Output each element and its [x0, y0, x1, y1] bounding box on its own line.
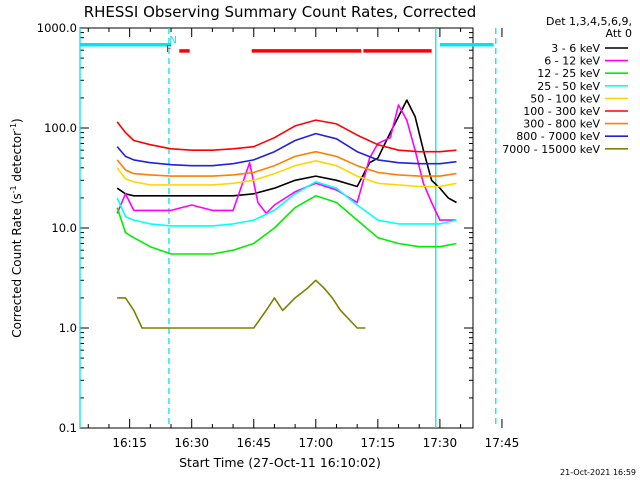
legend-label: 25 - 50 keV [537, 80, 600, 93]
y-tick-label: 10.0 [51, 221, 77, 235]
y-axis-label-main: Corrected Count Rate (s [10, 193, 24, 337]
legend-label: 7000 - 15000 keV [502, 143, 600, 156]
status-bars [80, 42, 494, 53]
y-axis-label: Corrected Count Rate (s-1 detector-1) [9, 118, 24, 337]
series-line-1 [116, 104, 457, 221]
y-axis-label-mid: detector [10, 131, 24, 186]
legend-label: 6 - 12 keV [544, 55, 600, 68]
series-line-0 [116, 99, 457, 204]
series-line-5 [116, 119, 457, 153]
series-line-7 [116, 132, 457, 167]
y-tick-label: 0.1 [59, 421, 77, 435]
series-line-6 [116, 150, 457, 177]
y-axis-label-end: ) [10, 118, 24, 123]
x-tick-label: 17:30 [423, 436, 458, 450]
legend-label: 50 - 100 keV [530, 92, 600, 105]
y-tick-label: 1.0 [59, 321, 77, 335]
footer-timestamp: 21-Oct-2021 16:59 [560, 468, 636, 477]
plot-area: NF [79, 27, 503, 429]
legend-label: 3 - 6 keV [551, 42, 600, 55]
y-tick-label: 100.0 [44, 121, 77, 135]
series-line-8 [117, 279, 366, 329]
series-line-2 [116, 195, 457, 255]
x-axis-label: Start Time (27-Oct-11 16:10:02) [179, 455, 381, 470]
night-lines [79, 28, 497, 428]
series-line-4 [116, 160, 457, 188]
x-tick-label: 16:15 [112, 436, 147, 450]
chart-title: RHESSI Observing Summary Count Rates, Co… [84, 3, 477, 21]
series-layer [116, 99, 457, 329]
legend-label: 12 - 25 keV [537, 67, 600, 80]
y-axis-label-sup2: -1 [9, 123, 18, 131]
x-tick-labels: 16:15 16:30 16:45 17:00 17:15 17:30 17:45 [112, 436, 519, 450]
y-tick-label: 1000.0 [37, 21, 77, 35]
axis-ticks [80, 27, 503, 429]
marker-labels: NF [166, 35, 177, 55]
legend-header-2: Att 0 [606, 27, 632, 40]
x-tick-label: 17:00 [299, 436, 334, 450]
marker-f: F [166, 44, 172, 55]
legend-label: 100 - 300 keV [523, 105, 600, 118]
legend-label: 300 - 800 keV [523, 118, 600, 131]
x-tick-label: 16:30 [174, 436, 209, 450]
series-line-3 [116, 181, 457, 227]
x-tick-label: 17:45 [485, 436, 520, 450]
y-tick-labels: 0.1 1.0 10.0 100.0 1000.0 [37, 21, 77, 435]
marker-n: N [169, 35, 176, 46]
x-tick-label: 16:45 [236, 436, 271, 450]
x-tick-label: 17:15 [361, 436, 396, 450]
legend-label: 800 - 7000 keV [516, 130, 600, 143]
y-axis-label-sup: -1 [9, 185, 18, 193]
legend-header-1: Det 1,3,4,5,6,9, [546, 15, 632, 28]
